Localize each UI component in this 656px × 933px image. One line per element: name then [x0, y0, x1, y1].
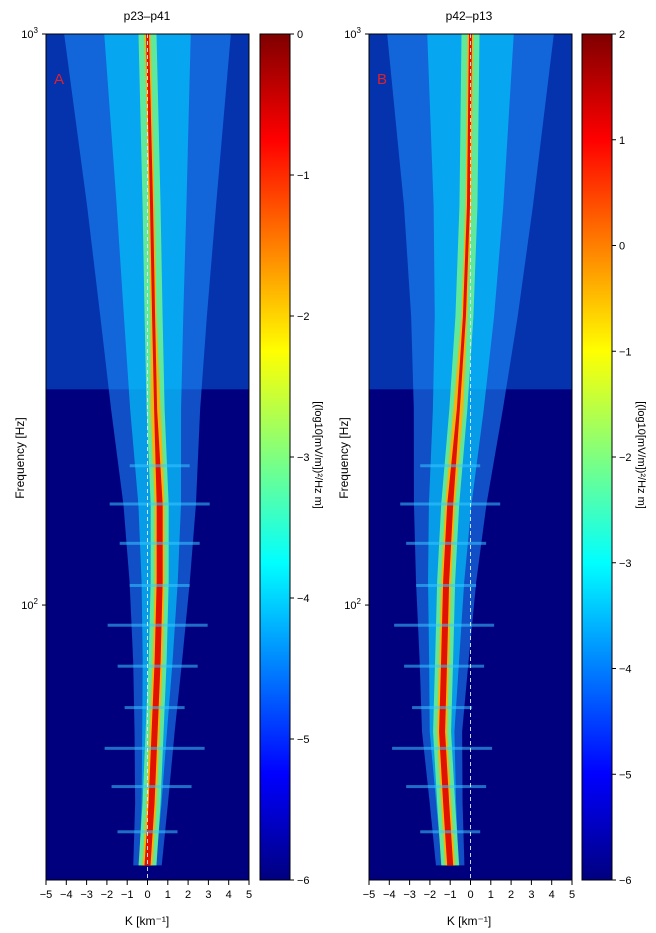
panel-b-title: p42–p13	[446, 9, 493, 23]
panel-a-x-axis-label: K [km⁻¹]	[125, 914, 169, 928]
fringe-line	[104, 746, 205, 750]
panel-a-colorbar-label: [(log10[mV/m])²/Hz m]	[312, 401, 324, 509]
panel-b-colorbar-label: [(log10[mV/m])²/Hz m]	[635, 401, 647, 509]
fringe-line	[107, 623, 208, 627]
colorbar-tick-label: −3	[619, 558, 632, 570]
fringe-line	[111, 785, 192, 789]
colorbar-tick-label: −2	[297, 311, 310, 323]
panel-letter: B	[377, 71, 387, 88]
fringe-line	[412, 706, 473, 710]
y-tick-label: 103	[344, 26, 361, 41]
x-tick-label: −1	[444, 889, 457, 901]
fringe-line	[392, 746, 493, 750]
x-tick-label: −3	[403, 889, 416, 901]
panel-b-y-axis-label: Frequency [Hz]	[337, 417, 351, 498]
colorbar-tick-label: −1	[619, 346, 632, 358]
fringe-line	[406, 785, 487, 789]
fringe-line	[420, 830, 481, 834]
x-tick-label: 4	[549, 889, 555, 901]
x-tick-label: −5	[40, 889, 53, 901]
panel-a-title: p23–p41	[124, 9, 171, 23]
x-tick-label: 2	[508, 889, 514, 901]
colorbar-tick-label: −3	[297, 452, 310, 464]
colorbar-tick-label: −5	[297, 734, 310, 746]
fringe-line	[129, 583, 190, 587]
colorbar-tick-label: −1	[297, 170, 310, 182]
x-tick-label: −1	[121, 889, 134, 901]
panel-b-x-axis-label: K [km⁻¹]	[447, 914, 491, 928]
fringe-line	[119, 541, 200, 545]
spectral-ridge	[439, 34, 472, 866]
x-tick-label: −5	[363, 889, 376, 901]
x-tick-label: 0	[467, 889, 473, 901]
fringe-line	[109, 502, 210, 506]
x-tick-label: 4	[226, 889, 232, 901]
spectral-ridge	[144, 34, 163, 866]
colorbar-tick-label: −6	[619, 875, 632, 887]
x-tick-label: 1	[488, 889, 494, 901]
y-tick-label: 103	[21, 26, 38, 41]
fringe-line	[129, 464, 190, 468]
panel-letter: A	[54, 71, 64, 88]
y-tick-label: 102	[344, 597, 361, 612]
x-tick-label: −4	[383, 889, 396, 901]
colorbar-tick-label: −4	[297, 593, 310, 605]
x-tick-label: −3	[80, 889, 93, 901]
fringe-line	[117, 664, 198, 668]
fringe-line	[394, 623, 495, 627]
fringe-line	[117, 830, 178, 834]
fringe-line	[406, 541, 487, 545]
x-tick-label: 3	[205, 889, 211, 901]
colorbar-tick-label: −2	[619, 452, 632, 464]
y-tick-label: 102	[21, 597, 38, 612]
fringe-line	[420, 464, 481, 468]
svg-text:Frequency [Hz]: Frequency [Hz]	[337, 417, 351, 498]
panel-a-y-axis-label: Frequency [Hz]	[13, 417, 27, 498]
svg-text:[(log10[mV/m])²/Hz m]: [(log10[mV/m])²/Hz m]	[312, 401, 324, 509]
x-tick-label: −4	[60, 889, 73, 901]
x-tick-label: 2	[185, 889, 191, 901]
fringe-line	[124, 706, 185, 710]
colorbar-tick-label: −6	[297, 875, 310, 887]
x-tick-label: 3	[528, 889, 534, 901]
fringe-line	[404, 664, 485, 668]
panel-a: p23–p41 Frequency [Hz] K [km⁻¹] [(log10[…	[13, 9, 324, 928]
colorbar-tick-label: 0	[297, 29, 303, 41]
colorbar	[581, 33, 613, 881]
x-tick-label: 5	[569, 889, 575, 901]
x-tick-label: −2	[101, 889, 114, 901]
colorbar-tick-label: 0	[619, 241, 625, 253]
x-tick-label: −2	[424, 889, 437, 901]
colorbar-tick-label: 2	[619, 29, 625, 41]
svg-text:[(log10[mV/m])²/Hz m]: [(log10[mV/m])²/Hz m]	[635, 401, 647, 509]
x-tick-label: 1	[165, 889, 171, 901]
svg-text:Frequency [Hz]: Frequency [Hz]	[13, 417, 27, 498]
colorbar-tick-label: 1	[619, 135, 625, 147]
fringe-line	[400, 502, 501, 506]
colorbar-tick-label: −5	[619, 769, 632, 781]
x-tick-label: 0	[144, 889, 150, 901]
x-tick-label: 5	[246, 889, 252, 901]
colorbar-tick-label: −4	[619, 664, 632, 676]
panel-b: p42–p13 Frequency [Hz] K [km⁻¹] [(log10[…	[337, 9, 647, 928]
fringe-line	[416, 583, 477, 587]
colorbar	[259, 33, 291, 881]
